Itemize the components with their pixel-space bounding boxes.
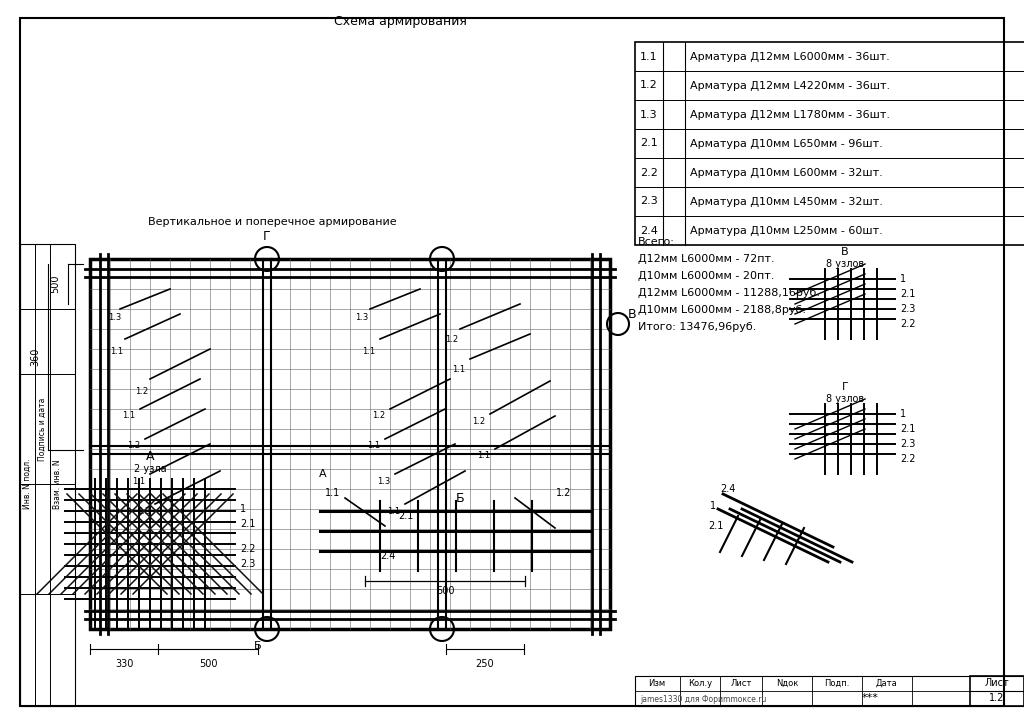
Bar [970, 676, 1024, 706]
Text: Б: Б [254, 641, 262, 651]
Text: Взам. инв. N: Взам. инв. N [52, 459, 61, 509]
Text: Итого: 13476,96руб.: Итого: 13476,96руб. [638, 322, 757, 332]
Text: 2.3: 2.3 [240, 559, 255, 569]
Text: james1330 для Фориmmоксе.ru: james1330 для Фориmmоксе.ru [640, 694, 766, 704]
Text: 1.1: 1.1 [452, 364, 465, 374]
Text: Арматура Д10мм L450мм - 32шт.: Арматура Д10мм L450мм - 32шт. [690, 196, 883, 206]
Bar [90, 259, 610, 629]
Text: 1: 1 [240, 504, 246, 514]
Text: 1.1: 1.1 [132, 476, 145, 486]
Text: Арматура Д10мм L600мм - 32шт.: Арматура Д10мм L600мм - 32шт. [690, 167, 883, 177]
Text: 2.1: 2.1 [398, 511, 414, 521]
Text: 2.2: 2.2 [240, 544, 256, 554]
Text: 2.2: 2.2 [900, 454, 915, 464]
Text: 1.2: 1.2 [135, 387, 148, 395]
Text: 1: 1 [710, 501, 716, 511]
Text: 2.3: 2.3 [900, 304, 915, 314]
Text: 1.1: 1.1 [640, 51, 657, 62]
Text: 2.2: 2.2 [640, 167, 658, 177]
Bar [635, 676, 1024, 706]
Text: 330: 330 [115, 659, 133, 669]
Text: Кол.у: Кол.у [688, 678, 712, 688]
Text: Подпись и дата: Подпись и дата [38, 397, 46, 460]
Text: 1.1: 1.1 [325, 488, 340, 498]
Text: 1: 1 [900, 409, 906, 419]
Text: 2.3: 2.3 [640, 196, 657, 206]
Text: 1.3: 1.3 [137, 507, 151, 515]
Text: 1.1: 1.1 [477, 452, 490, 460]
Text: 1: 1 [900, 274, 906, 284]
Text: 2.1: 2.1 [640, 138, 657, 148]
Text: 500: 500 [50, 274, 60, 293]
Text: 1.3: 1.3 [355, 313, 369, 321]
Text: А: А [145, 450, 155, 463]
Text: 500: 500 [199, 659, 217, 669]
Text: Вертикальное и поперечное армирование: Вертикальное и поперечное армирование [148, 217, 396, 227]
Text: 2.4: 2.4 [720, 484, 735, 494]
Text: В: В [841, 247, 849, 257]
Text: 2.4: 2.4 [380, 551, 395, 561]
Text: Арматура Д10мм L250мм - 60шт.: Арматура Д10мм L250мм - 60шт. [690, 225, 883, 235]
Text: 2.1: 2.1 [900, 424, 915, 434]
Text: 2.4: 2.4 [640, 225, 658, 235]
Text: 1.1: 1.1 [110, 347, 123, 355]
Text: 1.2: 1.2 [989, 693, 1005, 703]
Bar [20, 244, 75, 706]
Text: Всего:: Всего: [638, 237, 675, 247]
Text: 1.3: 1.3 [640, 109, 657, 119]
Text: 1.1: 1.1 [362, 347, 375, 355]
Text: 1.3: 1.3 [108, 313, 121, 321]
Text: Схема армирования: Схема армирования [334, 15, 467, 28]
Text: Б: Б [456, 492, 464, 505]
Text: А: А [319, 469, 327, 479]
Text: 1.1: 1.1 [122, 411, 135, 421]
Text: 360: 360 [30, 348, 40, 366]
Text: 1.2: 1.2 [640, 80, 657, 90]
Text: 1.2: 1.2 [127, 442, 140, 450]
Text: Nдок: Nдок [776, 678, 798, 688]
Text: Арматура Д12мм L6000мм - 36шт.: Арматура Д12мм L6000мм - 36шт. [690, 51, 890, 62]
Text: 1.3: 1.3 [377, 476, 390, 486]
Text: 8 узлов: 8 узлов [826, 259, 864, 269]
Text: 1.2: 1.2 [556, 488, 571, 498]
Text: 1.1: 1.1 [367, 442, 380, 450]
Text: 2.2: 2.2 [900, 319, 915, 329]
Text: ***: *** [861, 693, 879, 703]
Text: Лист: Лист [985, 678, 1010, 688]
Text: 2.1: 2.1 [708, 521, 723, 531]
Bar [635, 42, 1024, 245]
Text: Изм: Изм [648, 678, 666, 688]
Text: 1.2: 1.2 [472, 416, 485, 426]
Text: Г: Г [263, 230, 270, 243]
Text: 250: 250 [476, 659, 495, 669]
Text: Д10мм L6000мм - 20пт.: Д10мм L6000мм - 20пт. [638, 271, 774, 281]
Text: 1.2: 1.2 [445, 334, 458, 343]
Text: Д12мм L6000мм - 72пт.: Д12мм L6000мм - 72пт. [638, 254, 774, 264]
Text: Подп.: Подп. [824, 678, 850, 688]
Text: Лист: Лист [730, 678, 752, 688]
Text: 2 узла: 2 узла [134, 464, 166, 474]
Text: Д12мм L6000мм - 11288,16руб.: Д12мм L6000мм - 11288,16руб. [638, 288, 820, 298]
Text: Арматура Д12мм L1780мм - 36шт.: Арматура Д12мм L1780мм - 36шт. [690, 109, 890, 119]
Text: Д10мм L6000мм - 2188,8руб.: Д10мм L6000мм - 2188,8руб. [638, 305, 806, 315]
Text: 2.1: 2.1 [240, 519, 255, 529]
Text: Г: Г [842, 382, 848, 392]
Text: 8 узлов: 8 узлов [826, 394, 864, 404]
Text: В: В [628, 308, 637, 321]
Text: 2.1: 2.1 [900, 289, 915, 299]
Text: 1.2: 1.2 [372, 411, 385, 421]
Text: Дата: Дата [877, 678, 898, 688]
Text: 2.3: 2.3 [900, 439, 915, 449]
Text: Инв. N подл.: Инв. N подл. [23, 459, 32, 509]
Text: Арматура Д12мм L4220мм - 36шт.: Арматура Д12мм L4220мм - 36шт. [690, 80, 890, 90]
Text: 500: 500 [436, 586, 455, 596]
Text: Арматура Д10мм L650мм - 96шт.: Арматура Д10мм L650мм - 96шт. [690, 138, 883, 148]
Text: 1.1: 1.1 [387, 507, 400, 515]
